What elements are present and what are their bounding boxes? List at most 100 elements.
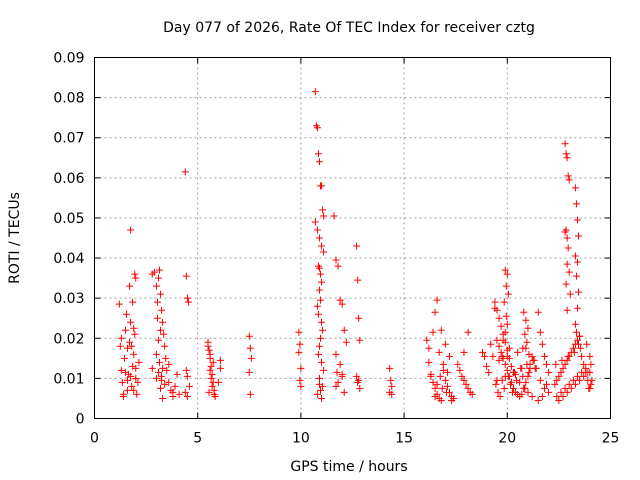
data-point: [575, 288, 583, 296]
data-point: [523, 360, 531, 368]
data-point: [494, 388, 502, 396]
data-point: [503, 366, 511, 374]
data-point: [575, 340, 583, 348]
data-point: [458, 372, 466, 380]
data-point: [572, 272, 580, 280]
y-tick-label: 0.08: [53, 91, 84, 107]
data-point: [564, 172, 572, 180]
data-point: [206, 366, 214, 374]
data-point: [567, 384, 575, 392]
data-point: [171, 382, 179, 390]
data-point: [152, 350, 160, 358]
data-point: [563, 260, 571, 268]
data-point: [536, 376, 544, 384]
data-point: [157, 326, 165, 334]
data-point: [207, 374, 215, 382]
data-point: [317, 334, 325, 342]
data-point: [503, 320, 511, 328]
data-point: [313, 124, 321, 132]
data-point: [562, 280, 570, 288]
data-point: [132, 364, 140, 372]
data-point: [115, 300, 123, 308]
data-point: [332, 350, 340, 358]
data-point: [545, 368, 553, 376]
data-point: [295, 328, 303, 336]
data-point: [317, 296, 325, 304]
data-point: [564, 352, 572, 360]
data-point: [565, 380, 573, 388]
data-point: [340, 388, 348, 396]
data-point: [495, 342, 503, 350]
data-point: [446, 352, 454, 360]
data-point: [495, 314, 503, 322]
data-point: [571, 380, 579, 388]
data-point: [121, 326, 129, 334]
data-point: [501, 360, 509, 368]
data-point: [183, 392, 191, 400]
data-point: [456, 366, 464, 374]
y-tick-label: 0.07: [53, 131, 84, 147]
data-point: [318, 278, 326, 286]
data-point: [525, 350, 533, 358]
data-point: [124, 376, 132, 384]
data-point: [355, 314, 363, 322]
data-point: [543, 360, 551, 368]
data-point: [216, 364, 224, 372]
x-tick-label: 5: [193, 431, 202, 447]
data-point: [545, 388, 553, 396]
data-point: [487, 340, 495, 348]
data-point: [571, 184, 579, 192]
data-point: [127, 318, 135, 326]
data-point: [536, 328, 544, 336]
data-point: [448, 396, 456, 404]
data-point: [117, 366, 125, 374]
data-point: [577, 344, 585, 352]
data-point: [165, 378, 173, 386]
data-point: [124, 344, 132, 352]
data-point: [586, 368, 594, 376]
data-point: [131, 330, 139, 338]
data-point: [157, 290, 165, 298]
data-point: [135, 358, 143, 366]
data-point: [540, 352, 548, 360]
data-point: [319, 206, 327, 214]
data-point: [132, 274, 140, 282]
data-point: [504, 372, 512, 380]
data-point: [501, 266, 509, 274]
data-point: [340, 326, 348, 334]
data-points: [115, 88, 596, 404]
data-point: [585, 384, 593, 392]
axis-ticks: [94, 57, 611, 419]
data-point: [499, 336, 507, 344]
data-point: [429, 328, 437, 336]
data-point: [543, 380, 551, 388]
data-point: [479, 348, 487, 356]
data-point: [462, 380, 470, 388]
data-point: [523, 338, 531, 346]
x-tick-label: 15: [395, 431, 413, 447]
data-point: [468, 390, 476, 398]
data-point: [570, 348, 578, 356]
data-point: [580, 360, 588, 368]
data-point: [315, 158, 323, 166]
data-point: [160, 330, 168, 338]
y-tick-label: 0: [76, 412, 85, 428]
data-point: [578, 352, 586, 360]
data-point: [320, 212, 328, 220]
data-point: [524, 388, 532, 396]
data-point: [210, 390, 218, 398]
data-point: [156, 266, 164, 274]
data-point: [336, 296, 344, 304]
x-tick-label: 10: [292, 431, 310, 447]
data-point: [519, 372, 527, 380]
y-tick-label: 0.09: [53, 51, 84, 67]
data-point: [165, 360, 173, 368]
data-point: [121, 368, 129, 376]
data-point: [122, 310, 130, 318]
data-point: [522, 378, 530, 386]
data-point: [464, 328, 472, 336]
data-point: [127, 226, 135, 234]
data-point: [245, 332, 253, 340]
data-point: [553, 376, 561, 384]
data-point: [521, 384, 529, 392]
